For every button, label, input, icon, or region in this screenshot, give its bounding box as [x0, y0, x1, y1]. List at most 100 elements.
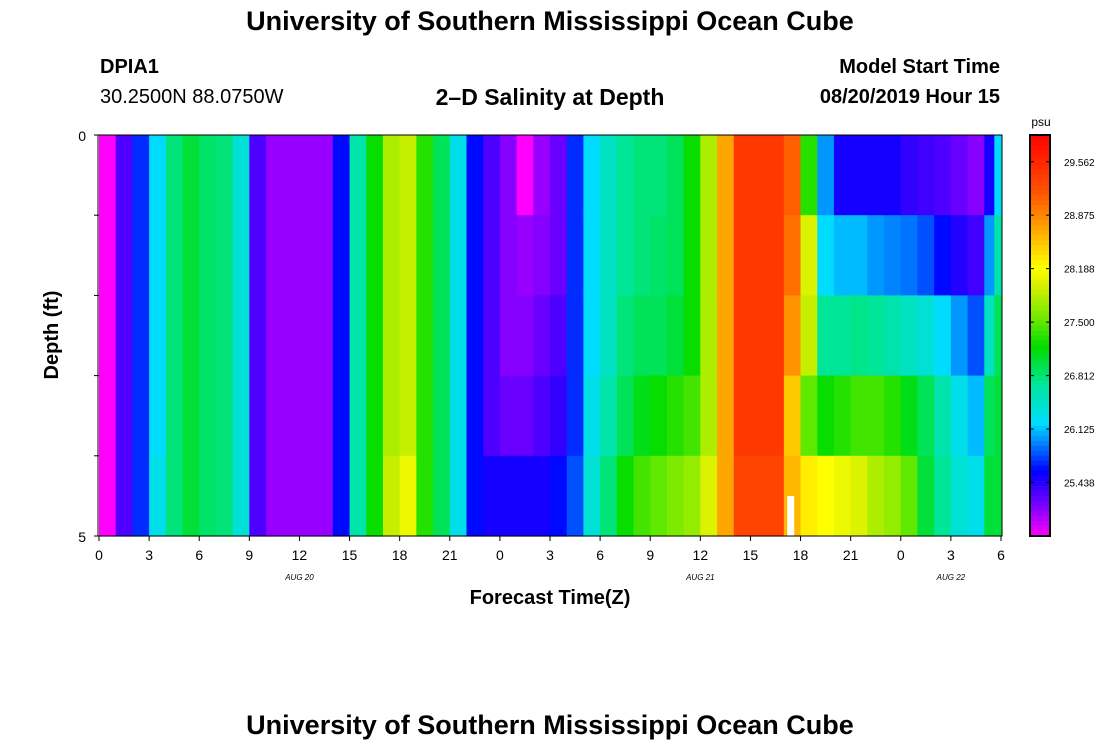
heatmap-cell — [416, 375, 434, 457]
heatmap-cell — [215, 215, 234, 296]
heatmap-cell — [934, 295, 952, 377]
heatmap-cell — [449, 295, 468, 377]
heatmap-cell — [950, 215, 969, 296]
heatmap-cell — [99, 295, 117, 377]
heatmap-cells — [99, 135, 1002, 537]
heatmap-cell — [917, 215, 935, 296]
x-tick-label: 15 — [743, 547, 759, 563]
heatmap-cell — [733, 135, 785, 216]
heatmap-cell — [332, 215, 351, 296]
heatmap-cell — [650, 215, 668, 296]
heatmap-cell — [399, 295, 417, 377]
colorbar-segment — [1030, 370, 1050, 377]
heatmap-cell — [266, 135, 334, 216]
heatmap-cell — [349, 375, 367, 457]
heatmap-cell — [132, 455, 150, 537]
heatmap-cell — [817, 135, 835, 216]
heatmap-cell — [99, 135, 117, 216]
colorbar-segment — [1030, 400, 1050, 407]
plot-title: 2–D Salinity at Depth — [435, 84, 665, 110]
colorbar-segment — [1030, 470, 1050, 477]
heatmap-cell — [650, 375, 668, 457]
colorbar-segment — [1030, 155, 1050, 161]
colorbar-tick-label: 26.125 — [1064, 425, 1095, 436]
heatmap-cell — [199, 375, 217, 457]
heatmap-cell — [249, 215, 267, 296]
heatmap-cell — [683, 375, 701, 457]
colorbar-segment — [1030, 220, 1050, 226]
heatmap-cell — [366, 215, 384, 296]
colorbar-tick-label: 28.875 — [1064, 211, 1095, 222]
colorbar-segment — [1030, 385, 1050, 392]
heatmap-cell — [967, 375, 985, 457]
heatmap-cell — [833, 375, 852, 457]
colorbar-frame — [1029, 134, 1051, 537]
heatmap-cell — [382, 135, 401, 216]
heatmap-cell — [566, 455, 585, 537]
colorbar-segment — [1030, 310, 1050, 317]
heatmap-cell — [833, 135, 852, 216]
heatmap-cell — [717, 295, 735, 377]
heatmap-cell — [850, 295, 868, 377]
heatmap-cell — [149, 455, 167, 537]
heatmap-cell — [182, 135, 200, 216]
heatmap-cell — [934, 375, 952, 457]
heatmap-cell — [984, 215, 995, 296]
heatmap-cell — [650, 295, 668, 377]
colorbar-segment — [1030, 180, 1050, 186]
heatmap-cell — [149, 215, 167, 296]
colorbar-segment — [1030, 195, 1050, 201]
colorbar-segment — [1030, 355, 1050, 362]
x-tick-label: 3 — [145, 547, 153, 563]
heatmap-cell — [950, 375, 969, 457]
x-axis-ticks: 0 3 6 9 12 15 18 21 0 3 6 9 12 15 18 21 0 3 6 AUG 20 AUG 21 A… — [95, 536, 1005, 582]
colorbar-segment — [1030, 415, 1050, 422]
colorbar-segment — [1030, 455, 1050, 462]
heatmap-cell — [115, 375, 134, 457]
heatmap-cell — [382, 455, 401, 537]
heatmap-cell — [984, 295, 995, 377]
heatmap-cell — [700, 375, 718, 457]
heatmap-cell — [934, 215, 952, 296]
heatmap-cell — [967, 455, 985, 537]
heatmap-cell — [994, 375, 1002, 457]
heatmap-cell — [633, 215, 651, 296]
heatmap-cell — [182, 375, 200, 457]
heatmap-cell — [884, 375, 902, 457]
model-start-label: Model Start Time — [839, 56, 1000, 78]
x-tick-label: 6 — [195, 547, 203, 563]
heatmap-cell — [366, 375, 384, 457]
heatmap-cell — [399, 135, 417, 216]
x-tick-label: 12 — [693, 547, 709, 563]
date-label: AUG 22 — [936, 573, 966, 582]
colorbar-segment — [1030, 275, 1050, 281]
colorbar-segment — [1030, 480, 1050, 487]
x-axis-label: Forecast Time(Z) — [470, 587, 631, 609]
heatmap-cell — [683, 135, 701, 216]
heatmap-cell — [884, 135, 902, 216]
colorbar-segment — [1030, 170, 1050, 176]
colorbar-segment — [1030, 345, 1050, 352]
heatmap-cell — [232, 215, 250, 296]
heatmap-cell — [717, 455, 735, 537]
heatmap-cell — [817, 455, 835, 537]
heatmap-cell — [266, 375, 334, 457]
heatmap-cell — [232, 375, 250, 457]
colorbar-segment — [1030, 430, 1050, 437]
x-tick-label: 0 — [95, 547, 103, 563]
heatmap-cell — [984, 375, 995, 457]
heatmap-cell — [633, 135, 651, 216]
heatmap-cell — [433, 375, 451, 457]
heatmap-cell — [115, 455, 134, 537]
heatmap-cell — [433, 215, 451, 296]
colorbar-segment — [1030, 505, 1050, 512]
heatmap-cell — [483, 455, 501, 537]
heatmap-cell — [249, 455, 267, 537]
colorbar-tick-label: 27.500 — [1064, 318, 1095, 329]
heatmap-cell — [349, 215, 367, 296]
date-label: AUG 20 — [284, 573, 314, 582]
heatmap-cell — [833, 455, 852, 537]
colorbar-segment — [1030, 295, 1050, 302]
heatmap-cell — [249, 375, 267, 457]
heatmap-cell — [583, 455, 601, 537]
